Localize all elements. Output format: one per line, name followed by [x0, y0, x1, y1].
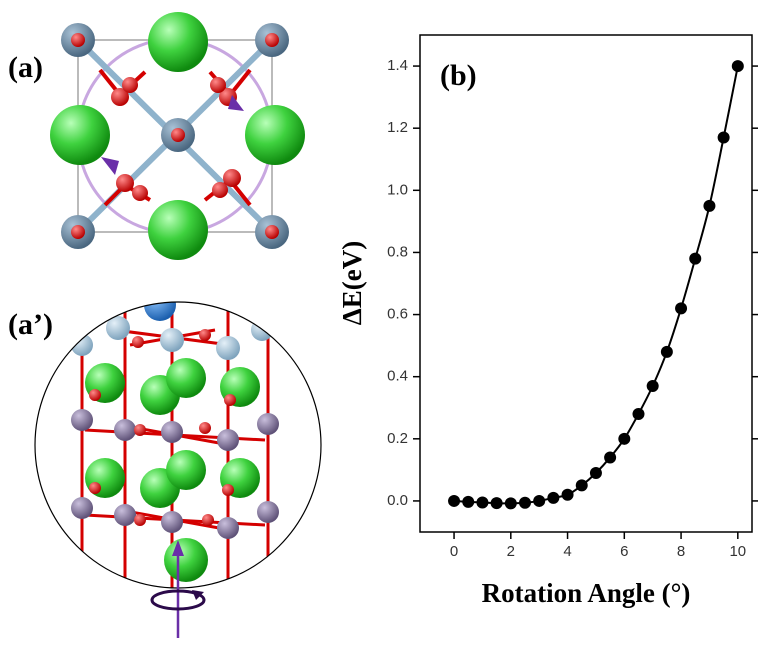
data-point — [718, 132, 730, 144]
data-point — [476, 496, 488, 508]
y-tick-label: 0.6 — [387, 306, 408, 323]
panel-label: (a’) — [8, 308, 53, 341]
data-point — [590, 467, 602, 479]
x-tick-label: 8 — [677, 543, 685, 560]
data-point — [732, 60, 744, 72]
y-tick-label: 0.8 — [387, 243, 408, 260]
data-point — [703, 200, 715, 212]
panel-label: (a) — [8, 51, 43, 84]
data-point — [632, 408, 644, 420]
y-tick-label: 1.4 — [387, 57, 408, 74]
data-point — [462, 496, 474, 508]
plot-frame — [420, 35, 752, 532]
x-tick-label: 0 — [450, 543, 458, 560]
data-point — [576, 479, 588, 491]
data-point — [562, 489, 574, 501]
panel-label: (b) — [440, 59, 477, 92]
y-tick-label: 0.4 — [387, 368, 408, 385]
x-tick-label: 10 — [729, 543, 746, 560]
data-point — [547, 492, 559, 504]
data-point — [661, 346, 673, 358]
data-point — [491, 497, 503, 509]
structure-a-prime — [35, 289, 321, 638]
y-tick-label: 0.2 — [387, 430, 408, 447]
x-tick-label: 4 — [563, 543, 571, 560]
data-point — [519, 497, 531, 509]
page: (a) (a’) (b) Rotation Angle (°) ΔE(eV) 0… — [0, 0, 759, 645]
data-point — [505, 497, 517, 509]
y-tick-label: 1.0 — [387, 181, 408, 198]
data-point — [675, 302, 687, 314]
data-point — [448, 495, 460, 507]
structure-a — [50, 12, 305, 260]
x-tick-label: 2 — [507, 543, 515, 560]
y-axis-label: ΔE(eV) — [337, 241, 367, 325]
data-point — [689, 253, 701, 265]
data-point — [647, 380, 659, 392]
x-axis-label: Rotation Angle (°) — [482, 578, 691, 608]
figure: (a) (a’) (b) Rotation Angle (°) ΔE(eV) 0… — [0, 0, 759, 640]
data-point — [533, 495, 545, 507]
y-tick-label: 1.2 — [387, 119, 408, 136]
data-line — [454, 66, 738, 503]
plot-area — [448, 60, 744, 509]
data-point — [618, 433, 630, 445]
y-tick-label: 0.0 — [387, 492, 408, 509]
x-tick-label: 6 — [620, 543, 628, 560]
data-point — [604, 451, 616, 463]
